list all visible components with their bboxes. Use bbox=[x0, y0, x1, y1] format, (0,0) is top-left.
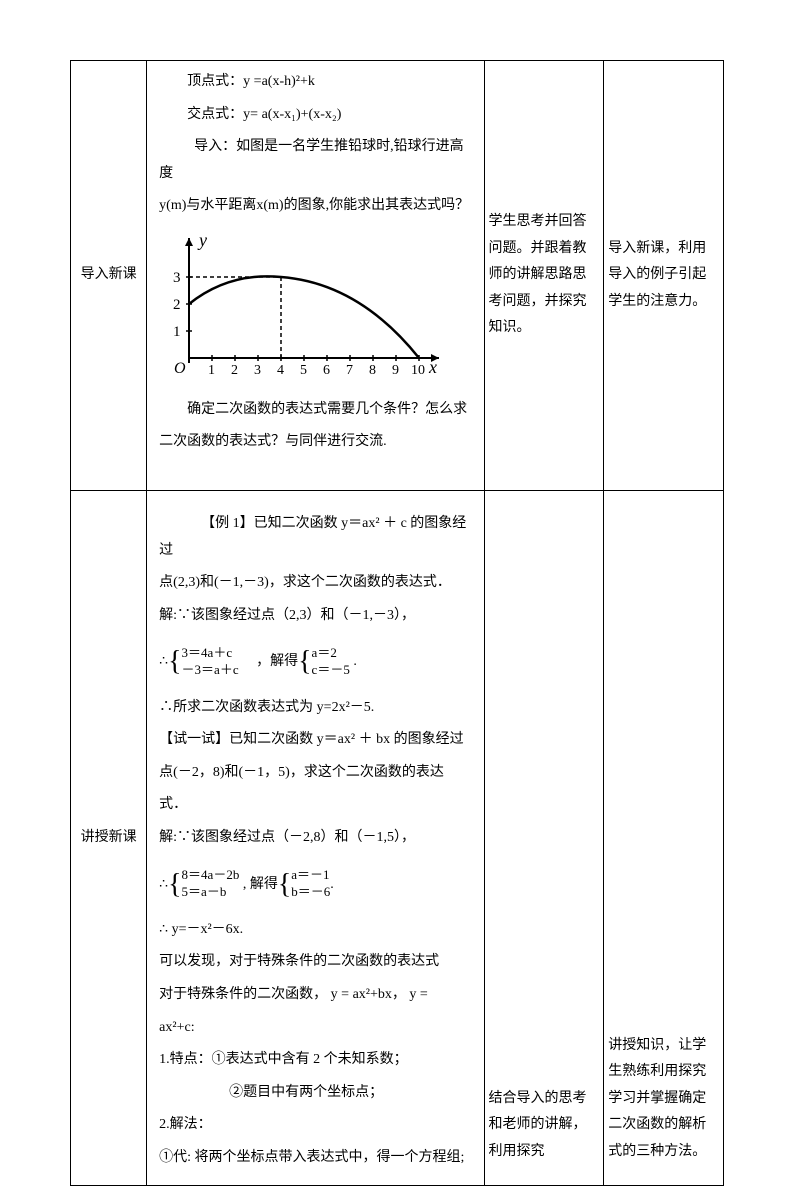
y-axis-label: y bbox=[197, 230, 207, 250]
pt3: ①代: 将两个坐标点带入表达式中，得一个方程组; bbox=[159, 1145, 475, 1172]
svg-text:8: 8 bbox=[369, 363, 376, 378]
ex1-eq: ∴{3＝4a＋c－3＝a＋c ，解得{a＝2c＝－5 . bbox=[159, 635, 475, 688]
try-l3: 式． bbox=[159, 792, 475, 819]
pt1: 1.特点：①表达式中含有 2 个未知系数； bbox=[159, 1047, 475, 1074]
svg-text:2: 2 bbox=[173, 297, 181, 313]
svg-text:10: 10 bbox=[411, 363, 425, 378]
disc1: 可以发现，对于特殊条件的二次函数的表达式 bbox=[159, 949, 475, 976]
try-eq: ∴{8＝4a－2b5＝a－b , 解得{a＝－1b＝－6. bbox=[159, 858, 475, 911]
parabola-chart: y x O 1 2 3 1 2 3 bbox=[159, 228, 475, 389]
ex1-title: 【例 1】已知二次函数 y＝ax² ＋ c 的图象经过 bbox=[159, 511, 475, 564]
disc3: ax²+c: bbox=[159, 1015, 475, 1042]
ex1-l5: ∴所求二次函数表达式为 y=2x²－5. bbox=[159, 695, 475, 722]
ex1-l3: 解:∵该图象经过点（2,3）和（－1,－3）， bbox=[159, 603, 475, 630]
intro-line1: 导入：如图是一名学生推铅球时,铅球行进高度 bbox=[159, 134, 475, 187]
svg-text:4: 4 bbox=[277, 363, 284, 378]
row2-col4: 讲授知识，让学生熟练利用探究学习并掌握确定二次函数的解析式的三种方法。 bbox=[604, 491, 724, 1186]
row2-col3: 结合导入的思考和老师的讲解，利用探究 bbox=[484, 491, 604, 1186]
origin-label: O bbox=[174, 360, 186, 377]
try-title: 【试一试】已知二次函数 y＝ax² ＋ bx 的图象经过 bbox=[159, 727, 475, 754]
pt1b: ②题目中有两个坐标点； bbox=[159, 1080, 475, 1107]
svg-text:6: 6 bbox=[323, 363, 330, 378]
question-line1: 确定二次函数的表达式需要几个条件？怎么求 bbox=[159, 397, 475, 424]
svg-text:3: 3 bbox=[254, 363, 261, 378]
svg-text:2: 2 bbox=[231, 363, 238, 378]
try-l4: 解:∵该图象经过点（－2,8）和（－1,5）， bbox=[159, 825, 475, 852]
row2-content: 【例 1】已知二次函数 y＝ax² ＋ c 的图象经过 点(2,3)和(－1,－… bbox=[147, 491, 484, 1186]
svg-text:1: 1 bbox=[208, 363, 215, 378]
question-line2: 二次函数的表达式？与同伴进行交流. bbox=[159, 429, 475, 456]
row2-label: 讲授新课 bbox=[71, 491, 147, 1186]
row1-col3: 学生思考并回答问题。并跟着教师的讲解思路思考问题，并探究知识。 bbox=[484, 61, 604, 491]
svg-text:1: 1 bbox=[173, 324, 181, 340]
svg-text:7: 7 bbox=[346, 363, 353, 378]
vertex-form: 顶点式：y =a(x-h)²+k bbox=[159, 69, 475, 96]
svg-text:5: 5 bbox=[300, 363, 307, 378]
try-l6: ∴ y=－x²－6x. bbox=[159, 917, 475, 944]
disc2: 对于特殊条件的二次函数， y = ax²+bx， y = bbox=[159, 982, 475, 1009]
ex1-l2: 点(2,3)和(－1,－3)，求这个二次函数的表达式． bbox=[159, 570, 475, 597]
pt2: 2.解法： bbox=[159, 1112, 475, 1139]
x-axis-label: x bbox=[428, 357, 437, 377]
row1-col4: 导入新课，利用导入的例子引起学生的注意力。 bbox=[604, 61, 724, 491]
row1-label: 导入新课 bbox=[71, 61, 147, 491]
try-l2: 点(－2，8)和(－1，5)，求这个二次函数的表达 bbox=[159, 760, 475, 787]
intro-line2: y(m)与水平距离x(m)的图象,你能求出其表达式吗？ bbox=[159, 193, 475, 220]
intersect-form: 交点式：y= a(x-x₁)+(x-x₂) bbox=[159, 102, 475, 129]
row1-content: 顶点式：y =a(x-h)²+k 交点式：y= a(x-x₁)+(x-x₂) 导… bbox=[147, 61, 484, 491]
svg-text:9: 9 bbox=[392, 363, 399, 378]
svg-text:3: 3 bbox=[173, 270, 181, 286]
